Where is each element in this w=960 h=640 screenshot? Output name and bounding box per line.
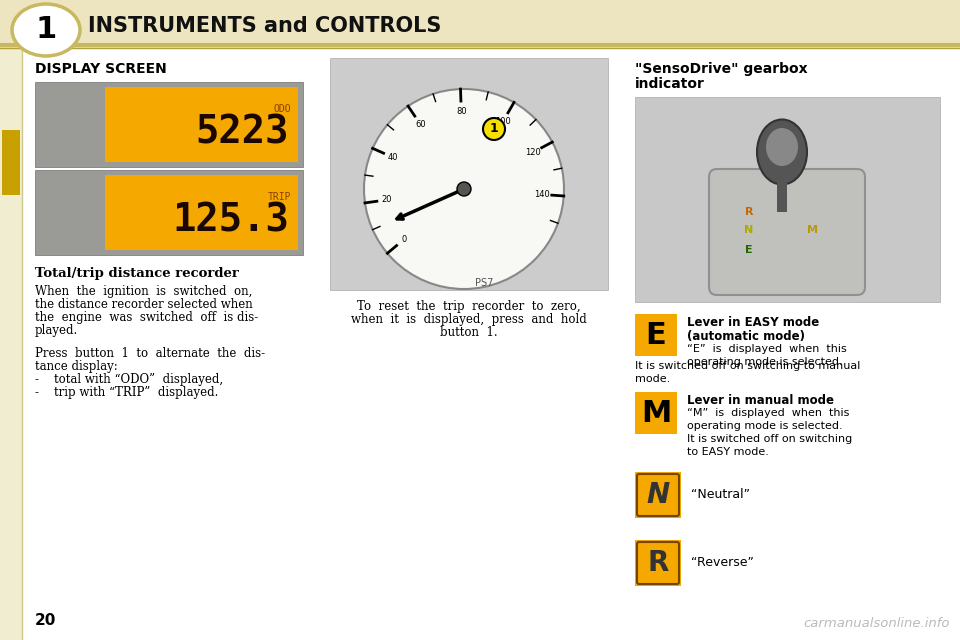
Text: E: E (745, 245, 753, 255)
Text: -    total with “ODO”  displayed,: - total with “ODO” displayed, (35, 373, 223, 386)
Text: button  1.: button 1. (441, 326, 498, 339)
Bar (635, 472, 681, 518)
Text: mode.: mode. (635, 374, 670, 384)
Text: M: M (641, 399, 671, 428)
Text: To  reset  the  trip  recorder  to  zero,: To reset the trip recorder to zero, (357, 300, 581, 313)
Text: 40: 40 (388, 153, 398, 162)
Bar (0, 0, 960, 48)
Bar (635, 97, 940, 302)
Text: It is switched off on switching: It is switched off on switching (687, 434, 852, 444)
Circle shape (483, 118, 505, 140)
Text: PS7: PS7 (475, 278, 493, 288)
Bar (635, 314, 677, 356)
Bar (35, 170, 303, 255)
Text: INSTRUMENTS and CONTROLS: INSTRUMENTS and CONTROLS (88, 16, 442, 36)
Text: Press  button  1  to  alternate  the  dis-: Press button 1 to alternate the dis- (35, 347, 265, 360)
Text: “Neutral”: “Neutral” (691, 488, 750, 502)
Text: R: R (647, 549, 669, 577)
Text: 120: 120 (525, 148, 540, 157)
Text: E: E (646, 321, 666, 349)
Text: It is switched off on switching to manual: It is switched off on switching to manua… (635, 361, 860, 371)
Text: 125.3: 125.3 (172, 202, 289, 240)
Text: 140: 140 (534, 190, 550, 199)
FancyBboxPatch shape (637, 474, 679, 516)
Text: the  engine  was  switched  off  is dis-: the engine was switched off is dis- (35, 311, 258, 324)
Text: “E”  is  displayed  when  this: “E” is displayed when this (687, 344, 847, 354)
Text: carmanualsonline.info: carmanualsonline.info (804, 617, 950, 630)
Text: Lever in manual mode: Lever in manual mode (687, 394, 834, 407)
Text: 80: 80 (456, 106, 467, 116)
Bar (105, 87, 298, 162)
Text: played.: played. (35, 324, 79, 337)
Text: 1: 1 (490, 122, 498, 136)
Bar (777, 177, 787, 212)
Text: -    trip with “TRIP”  displayed.: - trip with “TRIP” displayed. (35, 386, 218, 399)
Text: when  it  is  displayed,  press  and  hold: when it is displayed, press and hold (351, 313, 587, 326)
Text: 5223: 5223 (196, 114, 289, 152)
Text: "SensoDrive" gearbox: "SensoDrive" gearbox (635, 62, 807, 76)
Bar (35, 82, 303, 167)
Bar (635, 540, 681, 586)
Circle shape (457, 182, 471, 196)
Text: 20: 20 (35, 613, 57, 628)
Ellipse shape (12, 4, 80, 56)
Bar (105, 175, 298, 250)
Text: to EASY mode.: to EASY mode. (687, 447, 769, 457)
Text: (automatic mode): (automatic mode) (687, 330, 805, 343)
Text: indicator: indicator (635, 77, 705, 91)
Text: M: M (806, 225, 818, 235)
Text: R: R (745, 207, 754, 217)
Text: 0: 0 (401, 235, 407, 244)
Text: “M”  is  displayed  when  this: “M” is displayed when this (687, 408, 850, 418)
Circle shape (364, 89, 564, 289)
Text: ODO: ODO (274, 104, 291, 114)
Text: 20: 20 (381, 195, 392, 204)
Text: 100: 100 (495, 117, 511, 126)
Text: operating mode is selected.: operating mode is selected. (687, 357, 843, 367)
Ellipse shape (757, 120, 807, 184)
Text: 60: 60 (415, 120, 425, 129)
Text: 1: 1 (36, 15, 57, 45)
Text: N: N (744, 225, 754, 235)
Bar (0, 48, 22, 640)
Bar (2, 130, 20, 195)
Text: TRIP: TRIP (268, 192, 291, 202)
Text: tance display:: tance display: (35, 360, 118, 373)
Text: “Reverse”: “Reverse” (691, 557, 754, 570)
Bar (635, 392, 677, 434)
Text: Lever in EASY mode: Lever in EASY mode (687, 316, 819, 329)
Text: operating mode is selected.: operating mode is selected. (687, 421, 843, 431)
Bar (330, 58, 608, 290)
FancyBboxPatch shape (709, 169, 865, 295)
Text: When  the  ignition  is  switched  on,: When the ignition is switched on, (35, 285, 252, 298)
Ellipse shape (766, 128, 798, 166)
Text: DISPLAY SCREEN: DISPLAY SCREEN (35, 62, 167, 76)
Text: Total/trip distance recorder: Total/trip distance recorder (35, 267, 239, 280)
Text: N: N (646, 481, 670, 509)
Text: the distance recorder selected when: the distance recorder selected when (35, 298, 252, 311)
FancyBboxPatch shape (637, 542, 679, 584)
